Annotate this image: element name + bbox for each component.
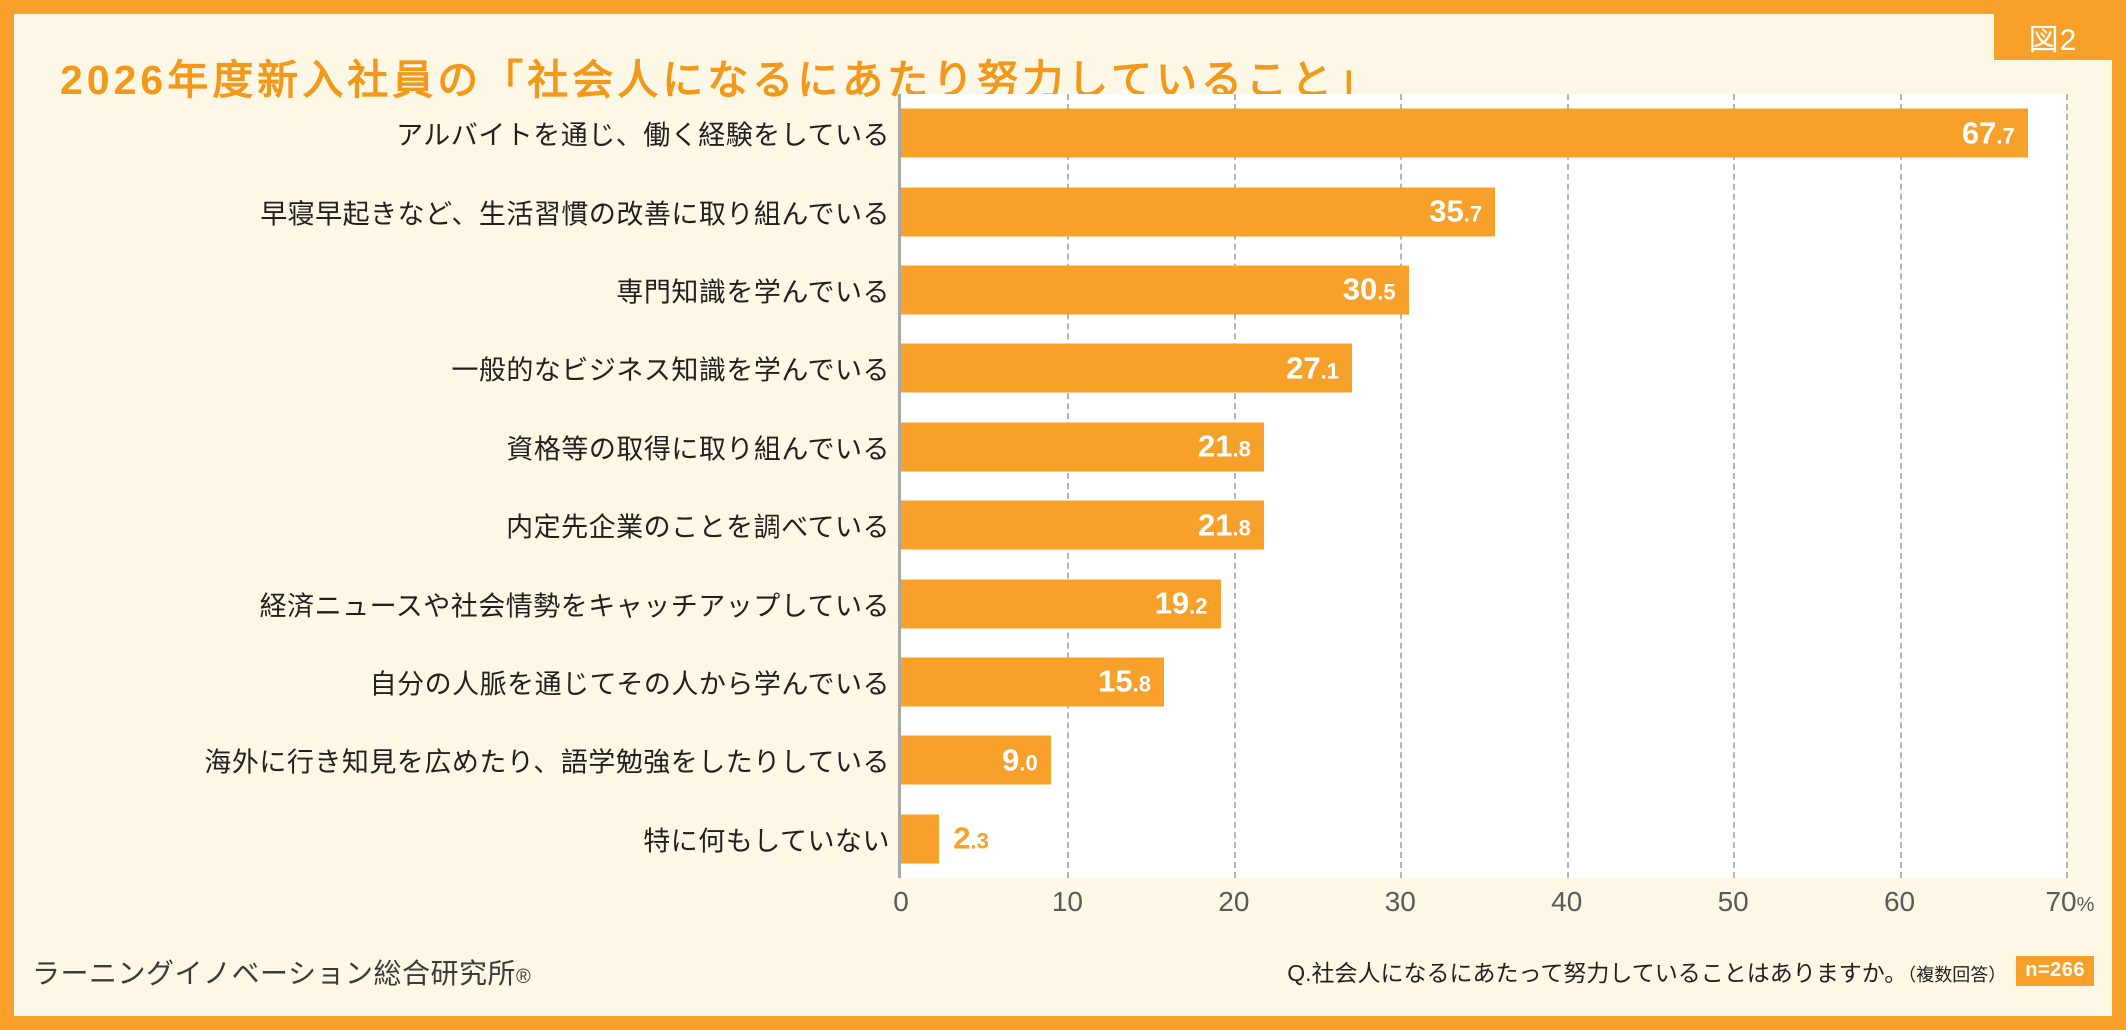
x-tick-label: 30: [1384, 886, 1416, 917]
bar: 35.7: [901, 187, 1496, 237]
bar-value-label: 35.7: [1429, 193, 1483, 229]
registered-mark-icon: ®: [515, 966, 532, 988]
gridline: [1733, 94, 1736, 878]
bar: 67.7: [901, 108, 2028, 158]
bar-container: 27.1: [901, 343, 1353, 393]
bar-container: 19.2: [901, 579, 1221, 629]
bar: 27.1: [901, 343, 1353, 393]
footer-question-block: Q.社会人になるにあたって努力していることはありますか。（複数回答） n=266: [1287, 954, 2094, 988]
bar: 19.2: [901, 579, 1221, 629]
bar: 30.5: [901, 265, 1409, 315]
bar-row: 海外に行き知見を広めたり、語学勉強をしたりしている 9.0: [14, 721, 2112, 799]
category-label: 一般的なビジネス知識を学んでいる: [451, 355, 890, 386]
x-tick-label: 10: [1051, 886, 1083, 917]
bar-container: 15.8: [901, 657, 1164, 707]
bar-value-label: 21.8: [1197, 507, 1251, 543]
survey-question-note: （複数回答）: [1907, 965, 2007, 985]
poster-inner-background: 図2 2026年度新入社員の「社会人になるにあたり努力していること」 アルバイト…: [14, 14, 2112, 1016]
bar-container: 9.0: [901, 735, 1051, 785]
bar-container: 30.5: [901, 265, 1409, 315]
bar-value-label: 2.3: [953, 820, 989, 856]
category-label: 内定先企業のことを調べている: [506, 512, 890, 543]
bar-value-label: 67.7: [1961, 115, 2015, 151]
survey-question-text: Q.社会人になるにあたって努力していることはありますか。: [1287, 960, 1908, 986]
bar-row: 一般的なビジネス知識を学んでいる 27.1: [14, 329, 2112, 407]
bar: 2.3: [901, 814, 989, 864]
survey-question: Q.社会人になるにあたって努力していることはありますか。（複数回答）: [1287, 954, 2006, 988]
category-label: 特に何もしていない: [643, 826, 890, 857]
category-label: 経済ニュースや社会情勢をキャッチアップしている: [259, 591, 890, 622]
x-tick-label: 60: [1883, 886, 1916, 917]
organization-name: ラーニングイノベーション総合研究所: [32, 958, 516, 989]
bar-container: 67.7: [901, 108, 2028, 158]
figure-number-badge: 図2: [1994, 14, 2112, 60]
bar-row: 自分の人脈を通じてその人から学んでいる 15.8: [14, 643, 2112, 721]
sample-size-badge: n=266: [2016, 956, 2094, 986]
category-label: 海外に行き知見を広めたり、語学勉強をしたりしている: [204, 747, 890, 778]
bar-row: 資格等の取得に取り組んでいる 21.8: [14, 408, 2112, 486]
category-label: アルバイトを通じ、働く経験をしている: [396, 120, 890, 151]
x-tick-label: 40: [1551, 886, 1583, 917]
bar-value-label: 19.2: [1154, 585, 1208, 621]
organization-credit: ラーニングイノベーション総合研究所®: [32, 952, 531, 992]
bar-row: 特に何もしていない 2.3: [14, 800, 2112, 878]
x-tick-label: 20: [1218, 886, 1250, 917]
x-tick-label: 50: [1717, 886, 1749, 917]
bar-row: 内定先企業のことを調べている 21.8: [14, 486, 2112, 564]
category-label: 専門知識を学んでいる: [616, 277, 890, 308]
bar: 21.8: [901, 500, 1264, 550]
bar-row: 専門知識を学んでいる 30.5: [14, 251, 2112, 329]
category-label: 資格等の取得に取り組んでいる: [506, 434, 890, 465]
gridline: [1233, 94, 1236, 878]
bar: 15.8: [901, 657, 1164, 707]
bar-container: 21.8: [901, 422, 1264, 472]
bar-value-label: 21.8: [1197, 428, 1251, 464]
bar-value-label: 15.8: [1098, 663, 1151, 699]
bar-row: 早寝早起きなど、生活習慣の改善に取り組んでいる 35.7: [14, 172, 2112, 250]
gridline: [1400, 94, 1403, 878]
gridline: [1067, 94, 1070, 878]
bar: 9.0: [901, 735, 1051, 785]
bar-value-label: 30.5: [1342, 271, 1396, 307]
gridline: [2066, 94, 2068, 878]
y-axis-line: [898, 94, 901, 878]
category-label: 早寝早起きなど、生活習慣の改善に取り組んでいる: [260, 199, 890, 230]
bar: 21.8: [901, 422, 1264, 472]
category-label: 自分の人脈を通じてその人から学んでいる: [369, 669, 890, 700]
gridline: [1899, 94, 1902, 878]
x-tick-label: 0: [893, 886, 909, 917]
bar-container: 21.8: [901, 500, 1264, 550]
bar-container: 35.7: [901, 187, 1496, 237]
bar-chart: アルバイトを通じ、働く経験をしている 67.7 早寝早起きなど、生活習慣の改善に取り…: [14, 14, 2112, 1016]
bar-row: 経済ニュースや社会情勢をキャッチアップしている 19.2: [14, 564, 2112, 642]
bar-value-label: 27.1: [1286, 350, 1340, 386]
bar-container: 2.3: [901, 814, 989, 864]
x-tick-label: 70%: [2045, 886, 2095, 917]
gridline: [1566, 94, 1569, 878]
bar-row: アルバイトを通じ、働く経験をしている 67.7: [14, 94, 2112, 172]
bar-value-label: 9.0: [1002, 742, 1038, 778]
